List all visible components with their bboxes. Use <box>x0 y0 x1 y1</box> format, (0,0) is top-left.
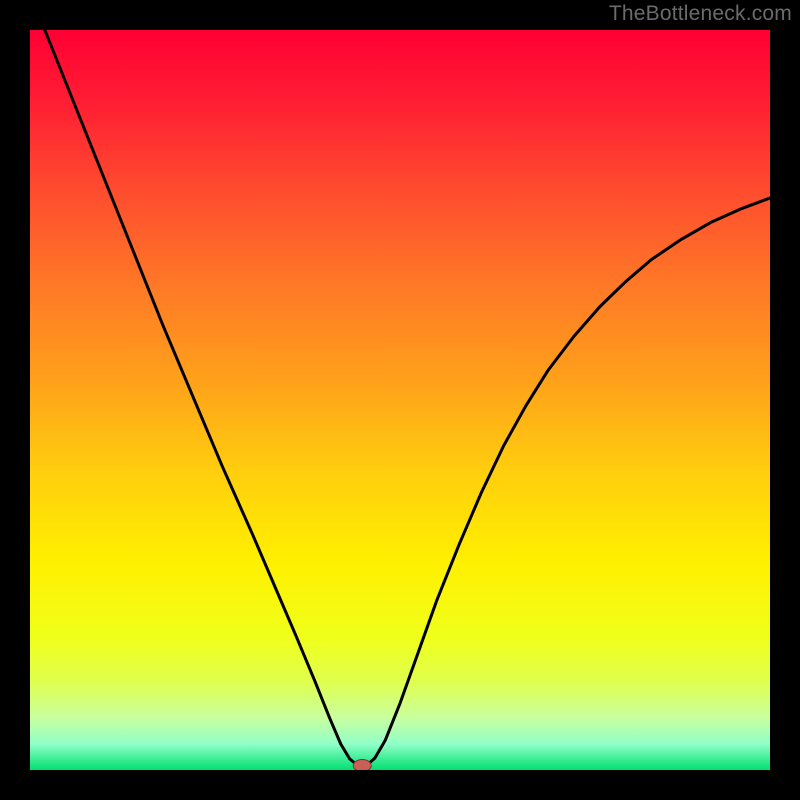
gradient-background <box>30 30 770 770</box>
optimum-marker <box>353 760 371 770</box>
watermark-text: TheBottleneck.com <box>609 2 792 26</box>
chart-svg <box>30 30 770 770</box>
chart-plot-area <box>30 30 770 770</box>
